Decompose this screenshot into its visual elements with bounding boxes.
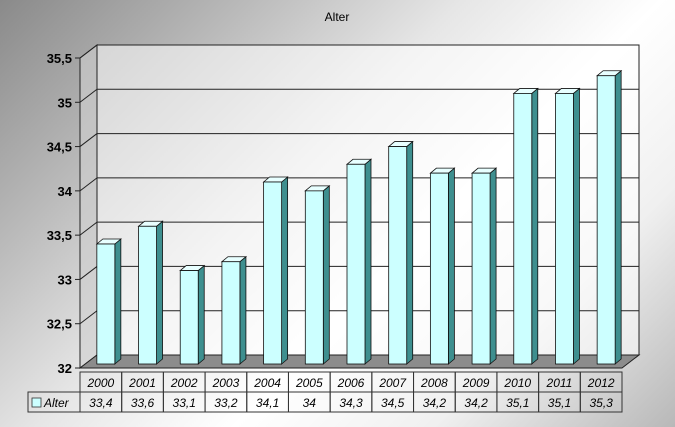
y-tick-label: 32 bbox=[58, 361, 72, 376]
grid-line-depth bbox=[79, 177, 98, 192]
y-tick-label: 35,5 bbox=[47, 51, 72, 66]
bar-front bbox=[555, 93, 574, 365]
grid-line-depth bbox=[79, 44, 98, 59]
data-table: 2000 2001 2002 2003 2004 2005 2006 2007 2008 2009… bbox=[27, 371, 623, 413]
bar bbox=[345, 158, 373, 365]
grid-line-depth bbox=[79, 221, 98, 236]
bar-side bbox=[447, 167, 455, 365]
bar bbox=[137, 220, 164, 365]
bar-front bbox=[471, 172, 491, 365]
data-label: 33,6 bbox=[131, 396, 155, 410]
x-tick-label: 2012 bbox=[587, 376, 615, 390]
bar-side bbox=[156, 220, 163, 365]
y-tick-label: 34 bbox=[58, 184, 73, 199]
y-axis: 32 32,5 33 33,5 34 34,5 35 35,5 bbox=[47, 51, 81, 376]
bar-side bbox=[281, 176, 289, 365]
data-label: 35,3 bbox=[589, 396, 613, 410]
y-tick-label: 32,5 bbox=[47, 317, 72, 332]
x-tick-label: 2011 bbox=[546, 376, 573, 390]
grid-line-depth bbox=[79, 88, 98, 103]
x-tick-label: 2002 bbox=[170, 376, 198, 390]
y-tick-label: 35 bbox=[58, 95, 72, 110]
bar-front bbox=[596, 75, 616, 365]
bar bbox=[512, 87, 539, 365]
bar-side bbox=[197, 264, 205, 365]
bar-side bbox=[114, 238, 122, 365]
bar bbox=[179, 264, 206, 365]
bar bbox=[554, 87, 581, 365]
bar bbox=[596, 69, 623, 365]
data-label: 34,1 bbox=[256, 396, 279, 410]
bar-side bbox=[614, 69, 622, 365]
bar-front bbox=[221, 261, 241, 365]
bar-front bbox=[263, 181, 283, 365]
x-tick-label: 2006 bbox=[337, 376, 365, 390]
x-tick-label: 2004 bbox=[253, 376, 281, 390]
bar bbox=[387, 140, 414, 365]
legend-label: Alter bbox=[43, 396, 70, 410]
bar bbox=[304, 185, 331, 365]
side-wall bbox=[79, 43, 98, 370]
data-label: 35,1 bbox=[548, 396, 571, 410]
x-tick-label: 2007 bbox=[378, 376, 407, 390]
table-value-cell bbox=[579, 391, 623, 413]
bar bbox=[262, 176, 289, 365]
x-tick-label: 2010 bbox=[503, 376, 531, 390]
chart-title: Alter bbox=[325, 10, 350, 24]
bar-side bbox=[239, 255, 247, 365]
bar-front bbox=[304, 190, 324, 365]
data-label: 34 bbox=[303, 396, 317, 410]
grid-line-depth bbox=[79, 266, 98, 280]
legend-swatch bbox=[31, 397, 42, 408]
bar-side bbox=[364, 158, 372, 365]
bar-front bbox=[138, 225, 157, 365]
y-tick-label: 33,5 bbox=[47, 228, 72, 243]
bar-front bbox=[346, 163, 366, 365]
bar bbox=[429, 167, 456, 365]
data-label: 34,3 bbox=[339, 396, 363, 410]
y-tick-label: 34,5 bbox=[47, 140, 72, 155]
bars bbox=[95, 69, 623, 365]
data-label: 33,2 bbox=[214, 396, 238, 410]
x-tick-label: 2001 bbox=[128, 376, 156, 390]
x-tick-label: 2003 bbox=[212, 376, 240, 390]
bar-side bbox=[406, 140, 414, 365]
grid-line-depth bbox=[79, 133, 98, 147]
bar-front bbox=[388, 146, 408, 365]
bar-side bbox=[531, 87, 539, 365]
data-label: 33,4 bbox=[89, 396, 113, 410]
bar-front bbox=[429, 172, 449, 365]
data-label: 33,1 bbox=[173, 396, 196, 410]
data-label: 34,2 bbox=[464, 396, 488, 410]
bar bbox=[95, 238, 122, 365]
bar bbox=[220, 255, 248, 365]
y-tick-label: 33 bbox=[58, 272, 72, 287]
data-label: 34,2 bbox=[423, 396, 447, 410]
bar-side bbox=[573, 87, 580, 365]
bar-front bbox=[513, 93, 533, 365]
bar-front bbox=[96, 243, 116, 365]
bar bbox=[470, 167, 498, 365]
grid-line-depth bbox=[79, 310, 98, 325]
data-label: 34,5 bbox=[381, 396, 405, 410]
x-tick-label: 2008 bbox=[420, 376, 448, 390]
x-tick-label: 2009 bbox=[462, 376, 490, 390]
bar-front bbox=[179, 270, 199, 365]
bar-side bbox=[489, 167, 497, 365]
bar-side bbox=[322, 185, 330, 365]
x-tick-label: 2005 bbox=[295, 376, 323, 390]
data-label: 35,1 bbox=[506, 396, 529, 410]
x-tick-label: 2000 bbox=[86, 376, 114, 390]
